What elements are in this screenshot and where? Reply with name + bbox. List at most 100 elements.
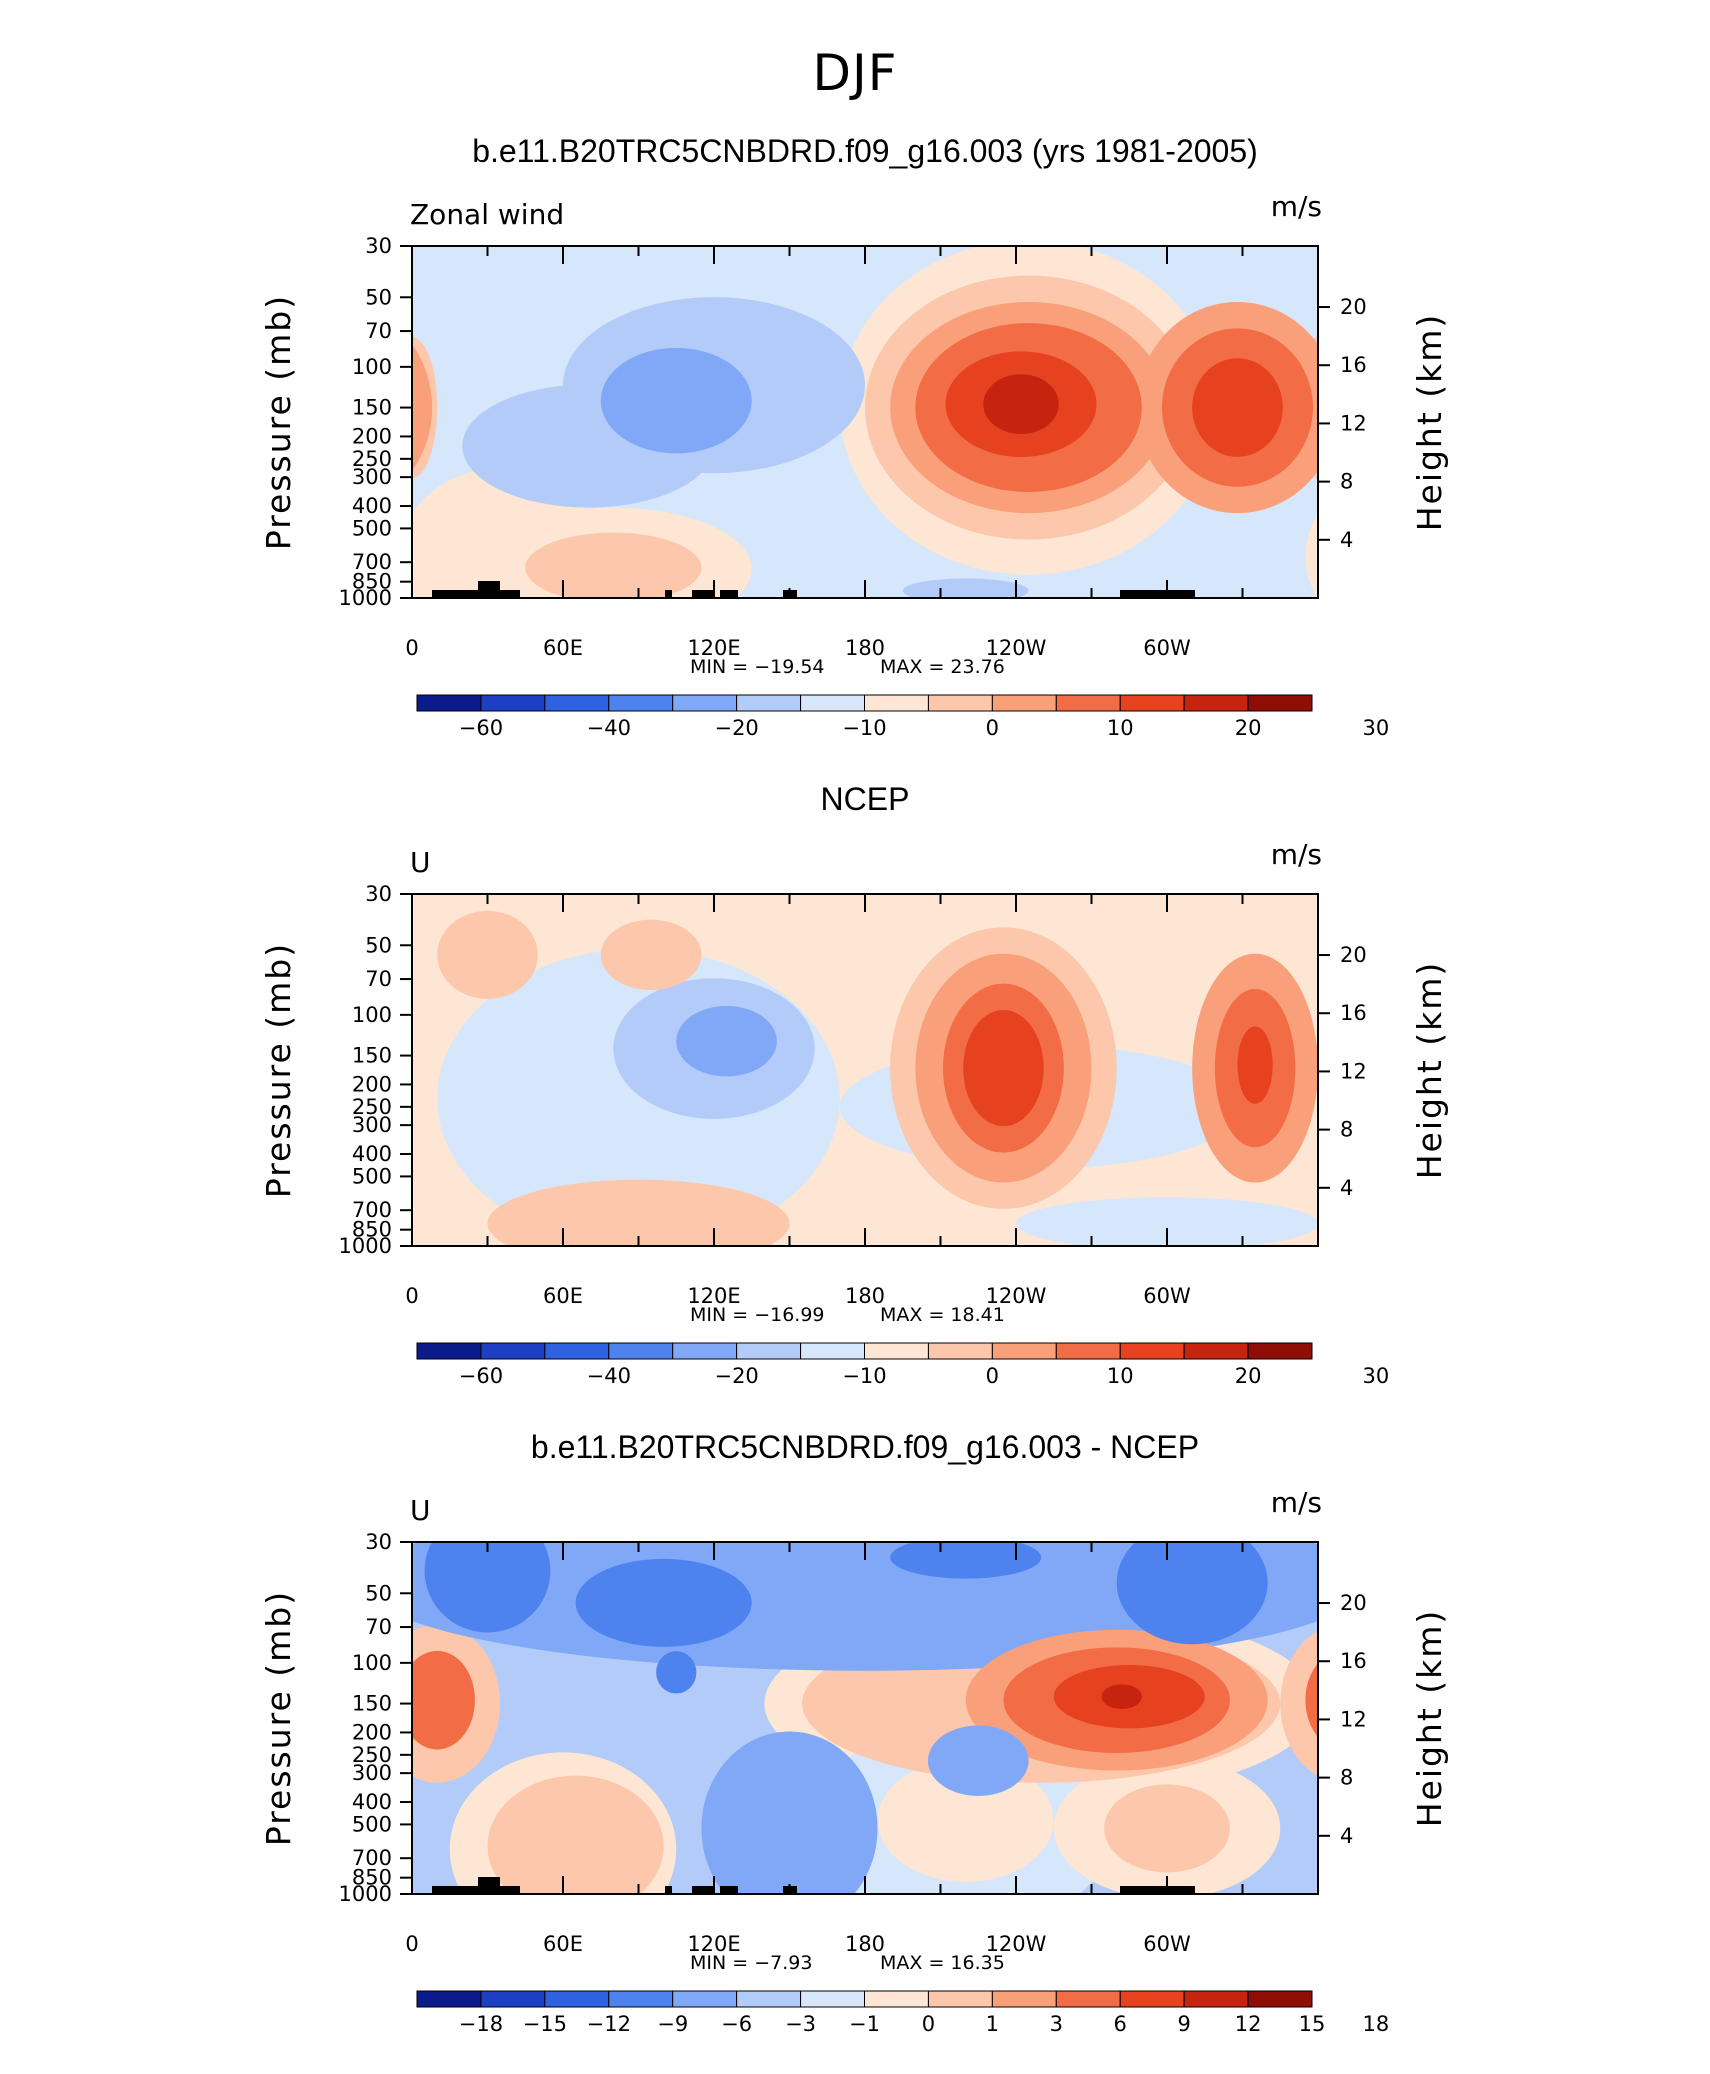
colorbar-label: −18 xyxy=(459,2012,503,2036)
colorbar-swatch xyxy=(736,1342,802,1360)
colorbar-label: −12 xyxy=(587,2012,631,2036)
topography-block xyxy=(720,590,738,598)
x-tick-label: 180 xyxy=(845,636,885,660)
panel-title: b.e11.B20TRC5CNBDRD.f09_g16.003 - NCEP xyxy=(531,1429,1199,1465)
x-tick-label: 180 xyxy=(845,1932,885,1956)
colorbar-swatch xyxy=(864,694,929,712)
y-tick-right-label: 16 xyxy=(1340,353,1367,377)
units-label: m/s xyxy=(1271,1486,1322,1519)
contour-region xyxy=(1116,1542,1268,1645)
contour-region xyxy=(902,578,1029,598)
max-label: MAX = 18.41 xyxy=(880,1304,1005,1326)
y-tick-label: 850 xyxy=(352,570,392,594)
units-label: m/s xyxy=(1271,838,1322,871)
y-tick-right-label: 20 xyxy=(1340,295,1367,319)
y-tick-right-label: 16 xyxy=(1340,1649,1367,1673)
colorbar-label: 20 xyxy=(1235,1364,1262,1388)
contour-region xyxy=(701,1731,878,1894)
colorbar-label: −20 xyxy=(714,1364,758,1388)
contour-region xyxy=(487,1775,664,1894)
y-tick-label: 850 xyxy=(352,1218,392,1242)
topography-block xyxy=(692,1886,715,1894)
contour-region xyxy=(676,1005,777,1077)
topography-block xyxy=(478,581,500,591)
colorbar-swatch xyxy=(991,1342,1057,1360)
figure-title: DJF xyxy=(812,44,898,102)
topography-block xyxy=(432,590,520,598)
colorbar-swatch xyxy=(1055,1990,1121,2008)
y-tick-label: 30 xyxy=(365,234,392,258)
colorbar-swatch xyxy=(672,694,738,712)
y-tick-right-label: 12 xyxy=(1340,411,1367,435)
y-tick-label: 250 xyxy=(352,447,392,471)
colorbar-label: −9 xyxy=(657,2012,688,2036)
colorbar-swatch xyxy=(864,1342,929,1360)
contour-region xyxy=(412,1544,463,1622)
colorbar-swatch xyxy=(991,694,1057,712)
topography-block xyxy=(1120,590,1195,598)
topography-block xyxy=(720,1886,738,1894)
y-tick-label: 1000 xyxy=(339,586,392,610)
colorbar-label: −3 xyxy=(785,2012,816,2036)
y-tick-label: 100 xyxy=(352,1651,392,1675)
y-tick-label: 150 xyxy=(352,1044,392,1068)
colorbar-label: 0 xyxy=(922,2012,935,2036)
panel-title: NCEP xyxy=(821,781,910,817)
y-tick-right-label: 16 xyxy=(1340,1001,1367,1025)
colorbar-swatch xyxy=(1183,1990,1249,2008)
contour-region xyxy=(437,910,538,999)
colorbar-swatch xyxy=(864,1990,929,2008)
colorbar-swatch xyxy=(800,1342,865,1360)
colorbar-label: −15 xyxy=(523,2012,567,2036)
y-tick-label: 70 xyxy=(365,967,392,991)
colorbar-swatch xyxy=(1183,1342,1249,1360)
y-tick-label: 30 xyxy=(365,882,392,906)
colorbar-swatch xyxy=(544,1990,610,2008)
y-tick-label: 50 xyxy=(365,1581,392,1605)
x-tick-label: 0 xyxy=(405,1932,418,1956)
y-tick-label: 50 xyxy=(365,285,392,309)
contour-region xyxy=(412,1650,475,1750)
y-tick-label: 400 xyxy=(352,494,392,518)
x-tick-label: 120E xyxy=(687,636,740,660)
topography-block xyxy=(432,1886,520,1894)
x-tick-label: 120W xyxy=(986,1932,1047,1956)
colorbar-label: −20 xyxy=(714,716,758,740)
colorbar-label: 30 xyxy=(1363,716,1390,740)
colorbar-swatch xyxy=(672,1342,738,1360)
contour-region xyxy=(487,1179,790,1246)
colorbar-swatch xyxy=(1247,1990,1313,2008)
contour-region xyxy=(600,919,702,991)
panel-3: b.e11.B20TRC5CNBDRD.f09_g16.003 - NCEP U m… xyxy=(259,1429,1449,2036)
y-axis-right-title: Height (km) xyxy=(1410,961,1449,1180)
y-axis-title: Pressure (mb) xyxy=(259,1590,298,1846)
colorbar-swatch xyxy=(608,694,674,712)
contour-region xyxy=(424,1542,551,1633)
y-tick-label: 100 xyxy=(352,355,392,379)
contour-region xyxy=(1305,513,1318,598)
contour-region xyxy=(600,347,752,454)
x-tick-label: 60W xyxy=(1143,1932,1191,1956)
colorbar-swatch xyxy=(1119,1990,1185,2008)
colorbar-swatch xyxy=(800,1990,865,2008)
x-tick-label: 120W xyxy=(986,636,1047,660)
colorbar-label: 0 xyxy=(986,716,999,740)
y-tick-right-label: 8 xyxy=(1340,1118,1353,1142)
contour-field xyxy=(412,1542,1318,1894)
y-tick-label: 200 xyxy=(352,424,392,448)
contour-region xyxy=(1016,1197,1318,1246)
colorbar-swatch xyxy=(608,1990,674,2008)
variable-label: Zonal wind xyxy=(410,198,564,231)
x-tick-label: 0 xyxy=(405,1284,418,1308)
y-tick-label: 250 xyxy=(352,1095,392,1119)
colorbar-label: −10 xyxy=(842,1364,886,1388)
y-tick-label: 70 xyxy=(365,1615,392,1639)
colorbar: −18 −15 −12 −9 −6 −3 −1 0 1 3 6 9 12 15 18 xyxy=(416,1990,1389,2036)
y-tick-label: 400 xyxy=(352,1790,392,1814)
colorbar-swatch xyxy=(1055,1342,1121,1360)
y-axis-title: Pressure (mb) xyxy=(259,942,298,1198)
colorbar-swatch xyxy=(927,1990,993,2008)
colorbar-swatch xyxy=(736,1990,802,2008)
colorbar-swatch xyxy=(480,1342,546,1360)
colorbar-swatch xyxy=(480,1990,546,2008)
